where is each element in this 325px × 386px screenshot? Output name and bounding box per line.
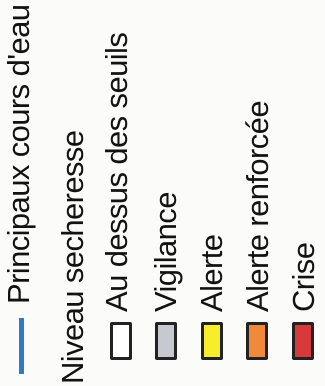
rivers-label: Principaux cours d'eau [1, 4, 36, 304]
swatch-crisis [292, 322, 314, 360]
level-label-crisis: Crise [286, 242, 321, 312]
dryness-heading: Niveau secheresse [55, 130, 90, 384]
swatch-alert [201, 322, 223, 360]
swatch-reinforced-alert [246, 322, 268, 360]
river-line-icon [19, 318, 24, 374]
swatch-vigilance [155, 322, 177, 360]
level-label-reinforced-alert: Alerte renforcée [240, 101, 275, 312]
swatch-above-thresholds [110, 322, 132, 360]
level-label-alert: Alerte [194, 234, 229, 312]
level-label-above-thresholds: Au dessus des seuils [99, 32, 134, 312]
level-label-vigilance: Vigilance [148, 192, 183, 312]
